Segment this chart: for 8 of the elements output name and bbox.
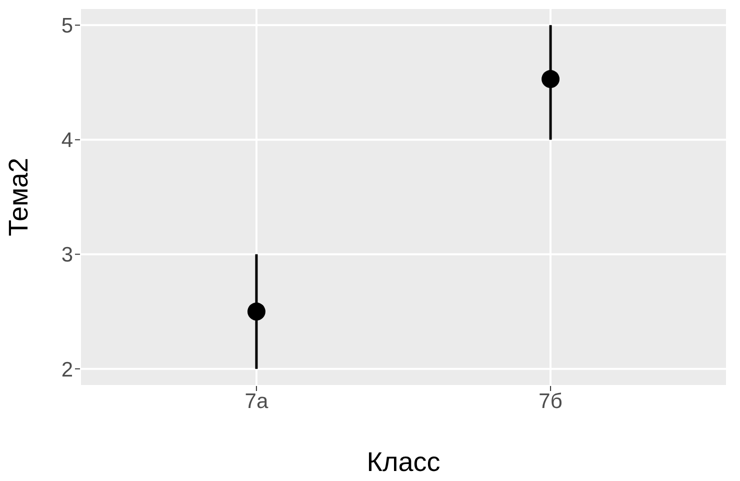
- y-axis-title: Тема2: [4, 158, 34, 236]
- y-tick-label: 2: [61, 358, 73, 382]
- y-tick-label: 5: [61, 14, 73, 38]
- x-axis-title: Класс: [366, 447, 440, 477]
- y-tick-label: 3: [61, 244, 73, 267]
- x-tick-label: 7б: [538, 390, 562, 413]
- y-tick-label: 4: [61, 129, 74, 152]
- x-tick-label: 7а: [244, 390, 268, 413]
